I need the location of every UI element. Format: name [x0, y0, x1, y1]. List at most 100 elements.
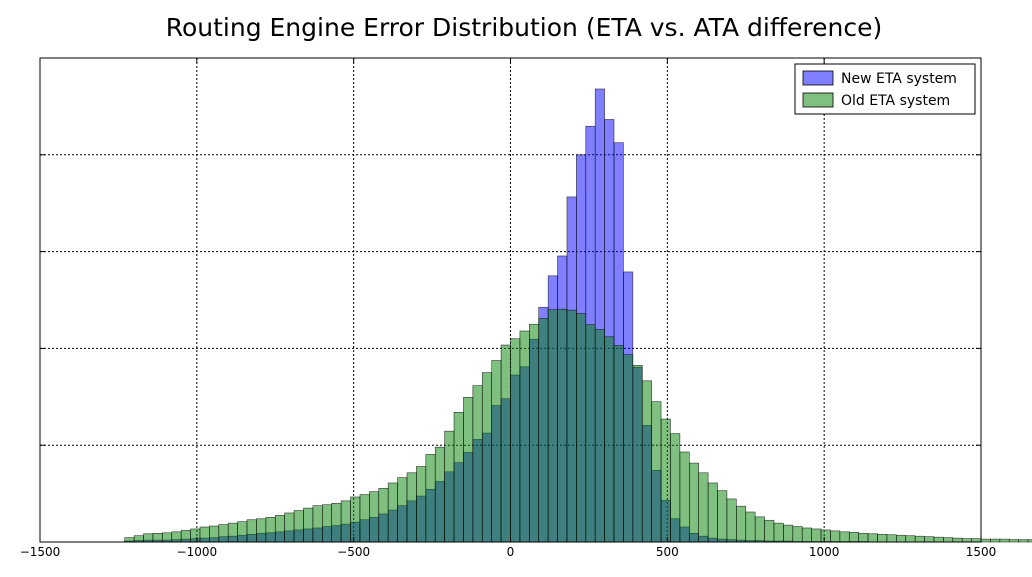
histogram-bar [848, 532, 859, 543]
histogram-bar [416, 466, 427, 543]
histogram-bar [811, 528, 822, 543]
histogram-bar [773, 522, 784, 543]
histogram-bar [858, 532, 869, 543]
x-tick-label: −1500 [20, 545, 61, 559]
histogram-bar [623, 354, 634, 543]
histogram-bar [1027, 539, 1032, 543]
histogram-bar [726, 498, 737, 543]
histogram-bar [284, 512, 295, 543]
histogram-bar [886, 534, 897, 543]
histogram-bar [924, 536, 935, 543]
grid-lines [40, 58, 981, 542]
histogram-bar [209, 525, 220, 543]
histogram-bar [914, 535, 925, 543]
histogram-bar [971, 538, 982, 543]
histogram-bar [434, 446, 445, 543]
histogram-bar [990, 538, 1001, 543]
histogram-bar [425, 454, 436, 543]
histogram-bar [453, 411, 464, 543]
histogram-bar [237, 521, 248, 543]
histogram-bar [999, 538, 1010, 543]
x-tick-label: 0 [507, 545, 515, 559]
histogram-bar [632, 365, 643, 543]
series-old-eta [124, 308, 1032, 543]
histogram-bar [444, 430, 455, 543]
histogram-bar [877, 533, 888, 543]
histogram-bar [538, 318, 549, 543]
histogram-bar [961, 538, 972, 543]
histogram-bar [604, 336, 615, 543]
legend-label: Old ETA system [841, 93, 950, 109]
histogram-bar [378, 487, 389, 543]
histogram-bar [359, 494, 370, 543]
histogram-bar [227, 522, 238, 543]
histogram-bar [256, 518, 267, 543]
histogram-bar [867, 533, 878, 543]
histogram-bar [670, 433, 681, 543]
histogram-bar [293, 510, 304, 543]
histogram-bar [905, 535, 916, 543]
histogram-bar [801, 527, 812, 543]
histogram-bar [321, 504, 333, 543]
histogram-bar [557, 308, 568, 543]
chart-title: Routing Engine Error Distribution (ETA v… [166, 13, 883, 42]
histogram-bar [547, 309, 558, 543]
histogram-bar [820, 529, 831, 543]
histogram-bar [613, 345, 624, 543]
histogram-bar [943, 537, 954, 543]
legend-label: New ETA system [841, 71, 957, 87]
histogram-bar [152, 532, 163, 543]
histogram-bar [745, 511, 756, 543]
x-tick-label: −500 [337, 545, 370, 559]
histogram-bar [566, 309, 577, 543]
x-tick-label: −1000 [177, 545, 218, 559]
histogram-bar [331, 502, 342, 543]
histogram-bar [180, 530, 191, 543]
legend-swatch [802, 92, 834, 108]
histogram-bar [952, 537, 963, 543]
histogram-bar [896, 534, 907, 543]
legend-swatch [802, 70, 834, 86]
histogram-bar [679, 451, 690, 543]
histogram-bar [576, 313, 587, 543]
histogram-bar [397, 477, 408, 543]
histogram-bar [529, 323, 540, 543]
histogram-bar [641, 380, 652, 543]
histogram-bars [124, 88, 1032, 543]
histogram-bar [736, 505, 747, 543]
histogram-bar [481, 372, 492, 543]
histogram-bar [472, 385, 483, 543]
histogram-bar [350, 496, 361, 543]
histogram-bar [162, 532, 173, 543]
histogram-bar [980, 538, 991, 543]
histogram-bar [651, 401, 662, 543]
histogram-bar [830, 530, 841, 543]
histogram-bar [312, 505, 323, 543]
histogram-bar [1018, 539, 1029, 543]
histogram-bar [707, 482, 718, 543]
histogram-bar [303, 507, 314, 543]
histogram-bar [218, 524, 229, 543]
histogram-bar [274, 515, 285, 543]
histogram-bar [463, 396, 474, 543]
histogram-bar [133, 535, 144, 543]
histogram-bar [406, 472, 417, 543]
histogram-bar [585, 324, 596, 543]
histogram-bar [754, 516, 765, 543]
x-tick-label: 1500 [966, 545, 997, 559]
histogram-bar [171, 531, 182, 543]
histogram-bar [190, 528, 201, 543]
x-axis-ticks: −1500 −1000 −500 0 500 1000 1500 [20, 58, 997, 559]
histogram-bar [340, 500, 351, 543]
histogram-bar [143, 533, 154, 543]
histogram-bar [698, 472, 709, 543]
histogram-bar [594, 329, 605, 543]
histogram-bar [369, 491, 380, 543]
histogram-bar [500, 344, 511, 543]
histogram-bar [387, 482, 398, 543]
x-tick-label: 500 [656, 545, 679, 559]
histogram-bar [792, 526, 803, 543]
x-tick-label: 1000 [809, 545, 840, 559]
histogram-bar [688, 462, 699, 543]
